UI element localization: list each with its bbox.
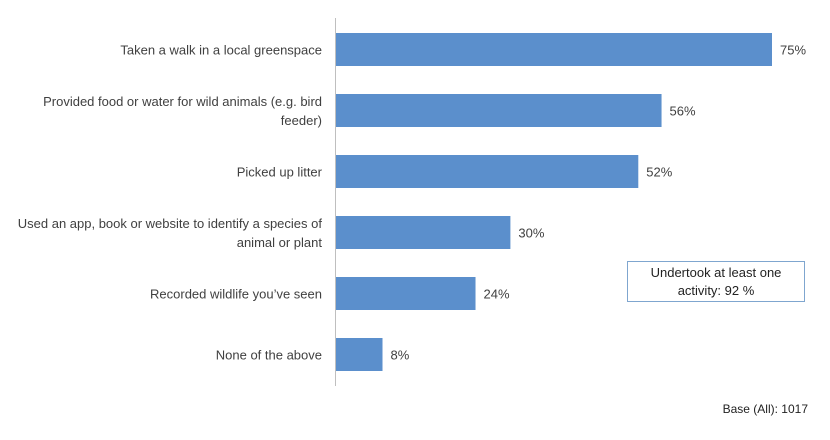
bar bbox=[336, 277, 476, 310]
category-label: Picked up litter bbox=[236, 164, 322, 179]
bar bbox=[336, 94, 662, 127]
value-label: 24% bbox=[483, 286, 510, 301]
bar bbox=[336, 33, 772, 66]
value-label: 52% bbox=[646, 164, 673, 179]
bar bbox=[336, 155, 639, 188]
category-label: Provided food or water for wild animals … bbox=[43, 93, 322, 128]
bar bbox=[336, 216, 511, 249]
value-label: 8% bbox=[390, 347, 410, 362]
bar bbox=[336, 338, 383, 371]
category-label: Recorded wildlife you’ve seen bbox=[150, 286, 322, 301]
category-label: Taken a walk in a local greenspace bbox=[120, 42, 322, 57]
category-label: None of the above bbox=[215, 347, 322, 362]
category-label: Used an app, book or website to identify… bbox=[17, 215, 322, 250]
annotation: Undertook at least one activity: 92 % bbox=[627, 261, 805, 302]
base-note: Base (All): 1017 bbox=[722, 402, 808, 416]
value-label: 30% bbox=[518, 225, 545, 240]
value-label: 75% bbox=[780, 42, 807, 57]
value-label: 56% bbox=[669, 103, 696, 118]
